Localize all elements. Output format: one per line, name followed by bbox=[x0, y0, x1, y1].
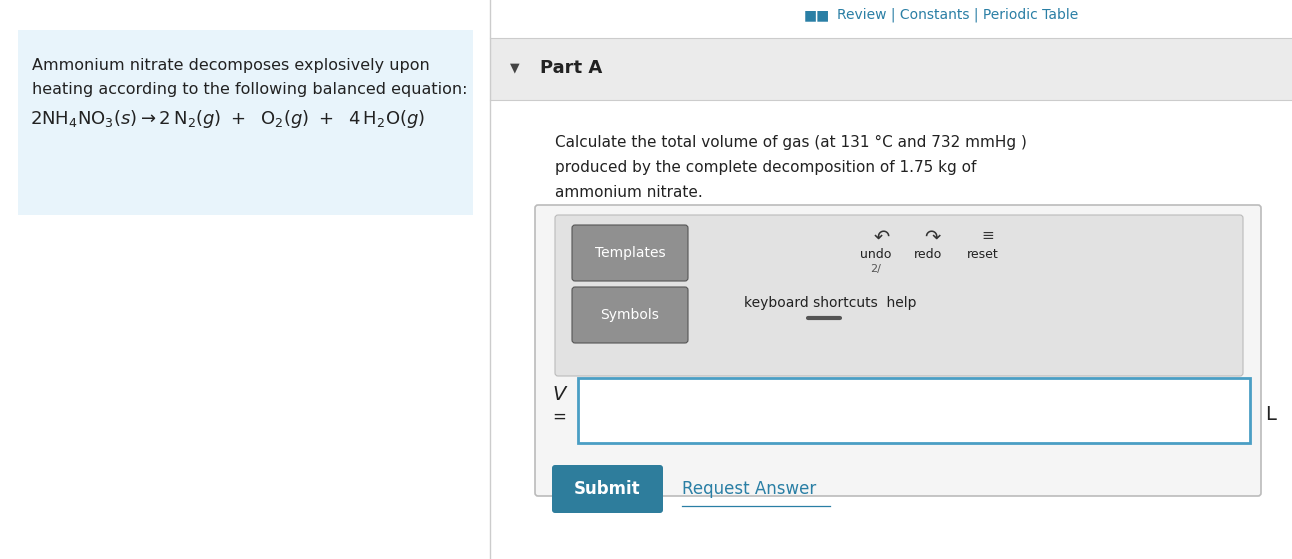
FancyBboxPatch shape bbox=[556, 215, 1243, 376]
Text: Submit: Submit bbox=[574, 480, 641, 498]
Text: ■■: ■■ bbox=[804, 8, 829, 22]
Text: produced by the complete decomposition of 1.75 kg of: produced by the complete decomposition o… bbox=[556, 160, 977, 175]
Text: 2/: 2/ bbox=[871, 264, 881, 274]
Text: heating according to the following balanced equation:: heating according to the following balan… bbox=[32, 82, 468, 97]
Text: ↶: ↶ bbox=[873, 228, 890, 247]
Text: ≡: ≡ bbox=[982, 228, 995, 243]
Text: Ammonium nitrate decomposes explosively upon: Ammonium nitrate decomposes explosively … bbox=[32, 58, 430, 73]
Text: $\mathrm{2NH_4NO_3}(\mathit{s}) \rightarrow \mathrm{2\,N_2}(\mathit{g})\ +\ \ \m: $\mathrm{2NH_4NO_3}(\mathit{s}) \rightar… bbox=[30, 108, 425, 130]
FancyBboxPatch shape bbox=[572, 225, 689, 281]
FancyBboxPatch shape bbox=[535, 205, 1261, 496]
Text: reset: reset bbox=[968, 248, 999, 261]
Text: Part A: Part A bbox=[540, 59, 602, 77]
FancyBboxPatch shape bbox=[572, 287, 689, 343]
Text: ↷: ↷ bbox=[924, 228, 941, 247]
Text: Request Answer: Request Answer bbox=[682, 480, 817, 498]
Text: Symbols: Symbols bbox=[601, 308, 659, 322]
Bar bbox=[490, 38, 1292, 100]
Text: $V$: $V$ bbox=[552, 385, 568, 404]
Text: undo: undo bbox=[860, 248, 891, 261]
FancyBboxPatch shape bbox=[552, 465, 663, 513]
Text: redo: redo bbox=[913, 248, 942, 261]
FancyBboxPatch shape bbox=[18, 30, 473, 215]
Text: Calculate the total volume of gas (at 131 °C and 732 mmHg ): Calculate the total volume of gas (at 13… bbox=[556, 135, 1027, 150]
Text: =: = bbox=[552, 408, 566, 426]
Text: Review | Constants | Periodic Table: Review | Constants | Periodic Table bbox=[837, 8, 1079, 22]
Text: ammonium nitrate.: ammonium nitrate. bbox=[556, 185, 703, 200]
Text: ▼: ▼ bbox=[510, 61, 519, 74]
Bar bbox=[578, 378, 1249, 443]
Text: L: L bbox=[1265, 405, 1276, 424]
Text: keyboard shortcuts  help: keyboard shortcuts help bbox=[744, 296, 916, 310]
Text: Templates: Templates bbox=[594, 246, 665, 260]
